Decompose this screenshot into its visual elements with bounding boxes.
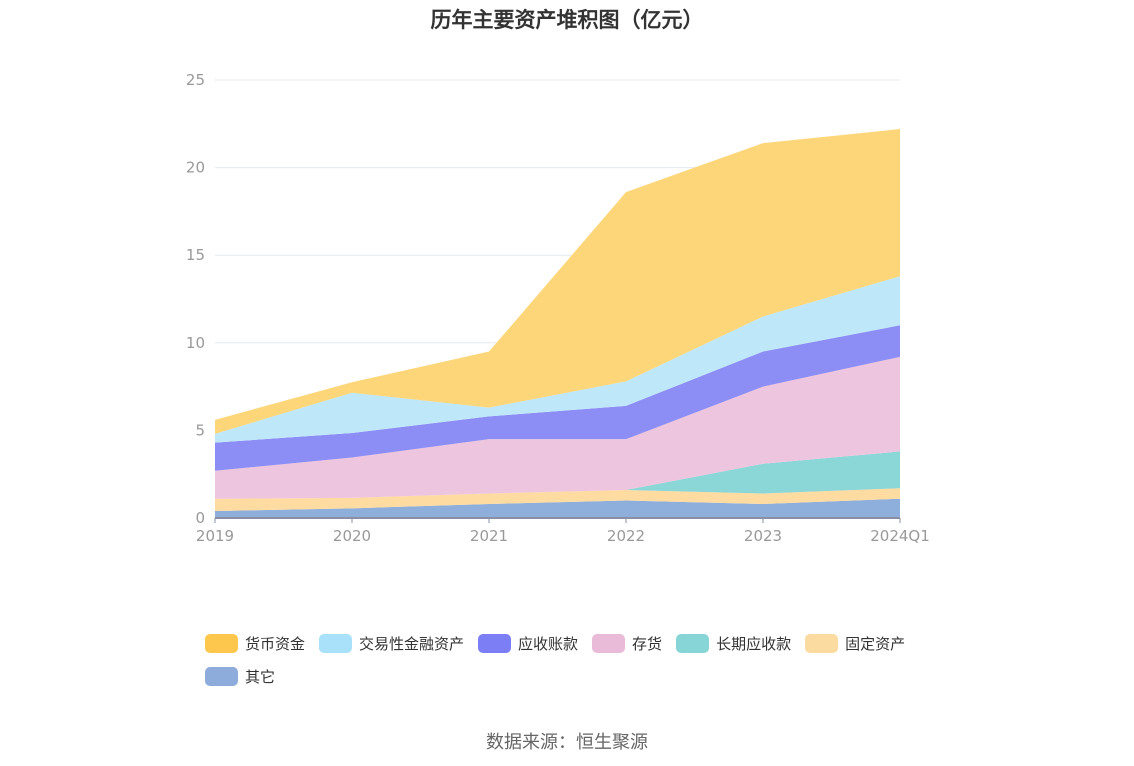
area-series-3 [215, 356, 900, 499]
legend-swatch [676, 633, 710, 653]
area-series-0 [215, 498, 900, 518]
area-series-4 [215, 325, 900, 471]
legend-label: 交易性金融资产 [359, 634, 465, 653]
y-tick-label: 25 [186, 71, 205, 89]
legend-item[interactable]: 固定资产 [805, 632, 905, 654]
area-series-2 [215, 451, 900, 499]
legend-item[interactable]: 其它 [205, 665, 275, 687]
area-series [215, 129, 900, 518]
legend-item[interactable]: 存货 [592, 632, 662, 654]
legend-item[interactable]: 应收账款 [478, 632, 578, 654]
legend-swatch [592, 633, 626, 653]
legend-swatch [205, 633, 238, 653]
stacked-area-chart: 0 5 10 15 20 25 2019 2020 2021 2022 2023 2024Q1 [186, 71, 930, 545]
legend-item[interactable]: 长期应收款 [676, 632, 791, 654]
chart-title: 历年主要资产堆积图（亿元） [430, 8, 704, 32]
area-series-1 [215, 488, 900, 511]
x-tick-label: 2019 [196, 527, 234, 545]
legend-swatch [319, 633, 353, 653]
legend-label: 固定资产 [845, 634, 906, 653]
area-series-5 [215, 276, 900, 443]
legend: 货币资金 交易性金融资产 应收账款 存货 长期应收款 固定资产其它 [205, 632, 945, 698]
legend-swatch [478, 633, 512, 653]
y-tick-label: 10 [186, 334, 205, 352]
y-tick-label: 0 [195, 509, 205, 527]
x-tick-label: 2020 [333, 527, 371, 545]
y-tick-label: 5 [195, 421, 205, 439]
x-tick-label: 2023 [744, 527, 782, 545]
legend-item[interactable]: 交易性金融资产 [319, 632, 464, 654]
area-series-6 [215, 129, 900, 434]
x-tick-label: 2022 [607, 527, 645, 545]
y-tick-label: 15 [186, 246, 205, 264]
x-tick-label: 2024Q1 [870, 527, 930, 545]
legend-label: 存货 [632, 634, 663, 653]
legend-label: 应收账款 [518, 634, 579, 653]
legend-label: 其它 [245, 667, 276, 686]
y-tick-label: 20 [186, 159, 205, 177]
x-tick-label: 2021 [470, 527, 508, 545]
axes: 2019 2020 2021 2022 2023 2024Q1 [196, 517, 930, 545]
legend-swatch [805, 633, 839, 653]
legend-label: 货币资金 [245, 634, 306, 653]
legend-item[interactable]: 货币资金 [205, 632, 305, 654]
legend-label: 长期应收款 [716, 634, 792, 653]
legend-swatch [205, 666, 238, 686]
data-source: 数据来源：恒生聚源 [486, 732, 648, 753]
